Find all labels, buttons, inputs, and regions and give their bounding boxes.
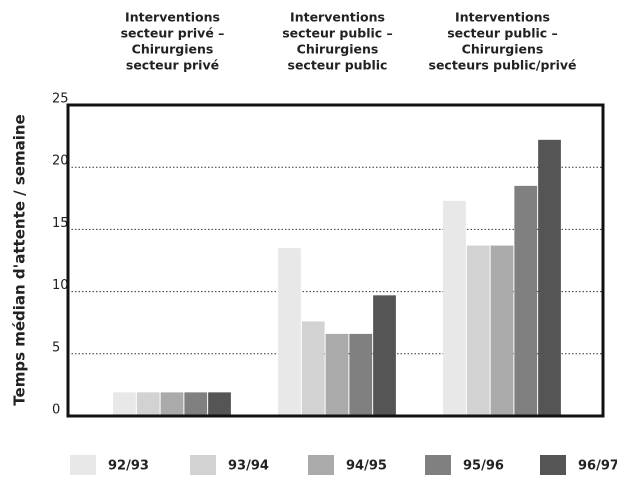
category-label: Chirurgiens <box>132 42 214 57</box>
plot-frame <box>66 103 605 418</box>
y-axis-label: Temps médian d'attente / semaine <box>11 114 29 405</box>
legend-swatch <box>540 455 566 475</box>
legend-label: 94/95 <box>346 459 387 474</box>
bar <box>373 295 396 416</box>
category-label: Interventions <box>125 10 220 25</box>
bar <box>184 392 208 416</box>
category-label: Chirurgiens <box>462 42 544 57</box>
category-label: secteur public – <box>447 26 558 41</box>
legend-label: 93/94 <box>228 459 269 474</box>
bar <box>325 333 349 416</box>
bar <box>538 139 561 416</box>
bar <box>278 248 301 416</box>
legend-label: 95/96 <box>463 459 504 474</box>
y-tick-label: 15 <box>52 216 69 231</box>
y-tick-label: 5 <box>52 340 60 355</box>
bar <box>514 185 538 416</box>
bar <box>443 200 466 416</box>
legend-swatch <box>190 455 216 475</box>
category-label: secteur public <box>288 58 388 73</box>
category-label: secteurs public/privé <box>429 58 577 73</box>
bar <box>113 392 136 416</box>
y-tick-label: 0 <box>52 403 60 418</box>
category-label: Chirurgiens <box>297 42 379 57</box>
category-label: Interventions <box>290 10 385 25</box>
bar <box>349 333 373 416</box>
legend-swatch <box>70 455 96 475</box>
legend-swatch <box>425 455 451 475</box>
y-tick-label: 25 <box>52 92 69 107</box>
category-label: secteur privé – <box>121 26 225 41</box>
bar <box>136 392 160 416</box>
category-label: secteur privé <box>126 58 219 73</box>
bar <box>208 392 231 416</box>
category-label: Interventions <box>455 10 550 25</box>
bar <box>490 245 514 416</box>
bar <box>160 392 184 416</box>
bar <box>301 321 325 416</box>
legend-swatch <box>308 455 334 475</box>
y-tick-label: 20 <box>52 154 69 169</box>
legend-label: 96/97 <box>578 459 617 474</box>
legend-label: 92/93 <box>108 459 149 474</box>
bar <box>466 245 490 416</box>
y-tick-label: 10 <box>52 278 69 293</box>
category-label: secteur public – <box>282 26 393 41</box>
